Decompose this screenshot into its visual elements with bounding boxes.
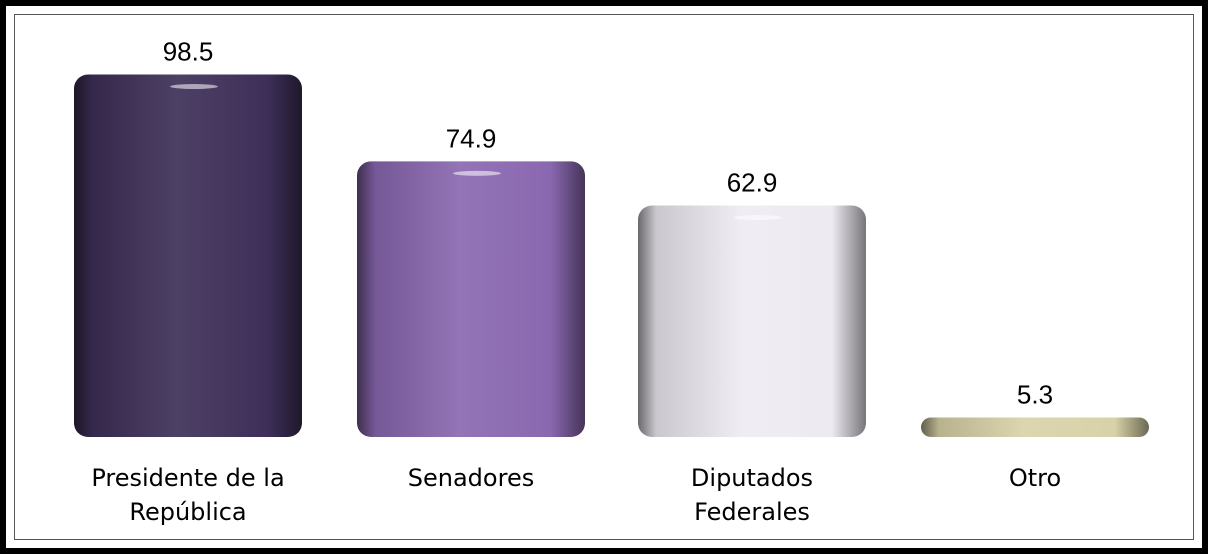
bar-0 [74, 74, 302, 438]
value-label-1: 74.9 [446, 123, 497, 153]
bar-highlight-2 [734, 215, 782, 221]
bar-highlight-1 [453, 170, 501, 176]
value-labels-group: 98.5 74.9 62.9 5.3 [163, 37, 1053, 410]
category-label-1-line-0: Senadores [408, 464, 534, 492]
bars-group [74, 74, 1149, 438]
category-labels-group: Presidente de la República Senadores Diputa… [91, 464, 1061, 526]
chart-inner-border [14, 14, 1194, 540]
bar-1 [357, 161, 585, 438]
value-label-2: 62.9 [727, 168, 778, 198]
bar-3 [921, 417, 1149, 437]
category-label-0-line-1: República [129, 498, 246, 526]
category-label-3-line-0: Otro [1009, 464, 1061, 492]
category-label-0-line-0: Presidente de la [91, 464, 284, 492]
category-label-2-line-0: Diputados [691, 464, 813, 492]
bar-2 [638, 205, 866, 437]
value-label-3: 5.3 [1017, 379, 1053, 409]
value-label-0: 98.5 [163, 37, 214, 67]
category-label-2-line-1: Federales [694, 498, 810, 526]
bar-highlight-0 [170, 84, 218, 90]
